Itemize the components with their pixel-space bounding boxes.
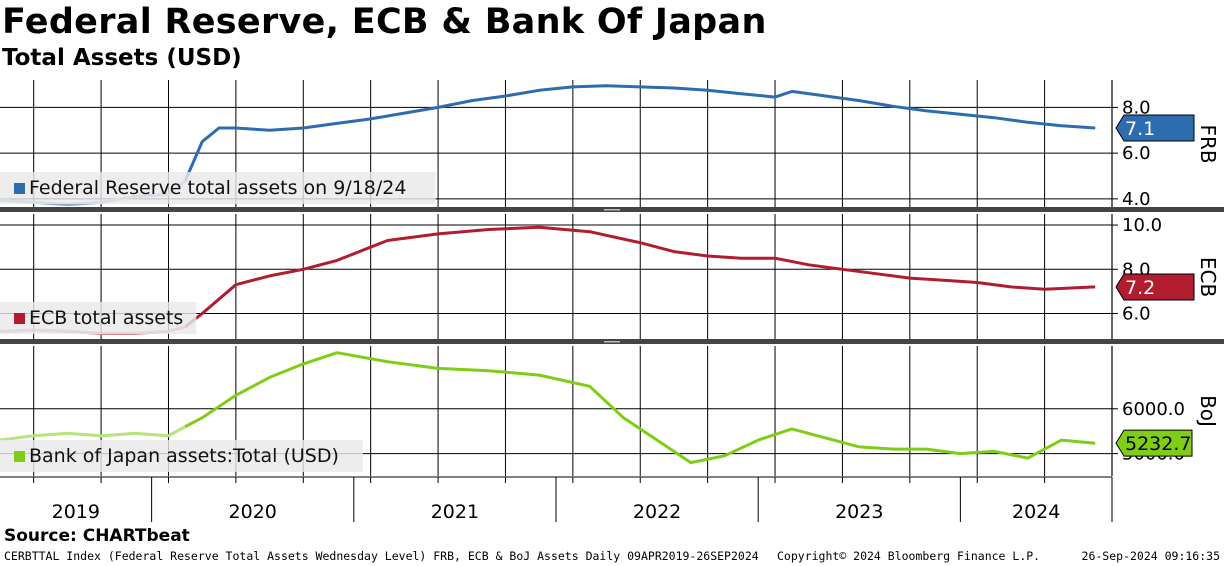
x-tick-label: 2019 <box>52 501 100 523</box>
panel-label: ECB <box>1196 257 1220 297</box>
last-value-tag <box>1115 429 1193 457</box>
legend-box <box>0 302 197 334</box>
x-tick-label: 2021 <box>431 501 479 523</box>
chart-subtitle: Total Assets (USD) <box>2 45 242 71</box>
source-note: Source: CHARTbeat <box>4 526 190 546</box>
panel-frb: 8.0 6.0 4.0 Federal Reserve total assets on… <box>0 80 1220 210</box>
y-tick-label: 6.0 <box>1122 303 1151 324</box>
y-tick-label: 6000.0 <box>1122 399 1185 420</box>
last-value-tag <box>1115 114 1195 142</box>
panel-label: BoJ <box>1196 395 1220 427</box>
legend-label: ECB total assets <box>29 307 183 329</box>
last-value-label: 7.1 <box>1125 118 1155 140</box>
legend-swatch <box>14 451 25 462</box>
x-tick-label: 2022 <box>633 501 681 523</box>
last-value-tag <box>1115 273 1195 301</box>
y-tick-label: 8.0 <box>1122 97 1151 118</box>
panel-label: FRB <box>1196 124 1220 163</box>
x-axis: 2019 2020 2021 2022 2023 2024 <box>0 476 1113 523</box>
panel-divider-handle <box>604 341 620 343</box>
legend-swatch <box>14 183 25 194</box>
footer-index-description: CERBTTAL Index (Federal Reserve Total As… <box>4 549 759 563</box>
last-value-label: 5232.7 <box>1125 433 1191 455</box>
footer-timestamp: 26-Sep-2024 09:16:35 <box>1081 549 1220 563</box>
chart-title: Federal Reserve, ECB & Bank Of Japan <box>2 2 767 42</box>
series-line-faded <box>0 425 187 442</box>
legend-box <box>0 440 363 472</box>
footer-copyright: Copyright© 2024 Bloomberg Finance L.P. <box>777 549 1041 563</box>
x-tick-label: 2020 <box>229 501 277 523</box>
panel-divider-handle <box>604 209 620 211</box>
legend-box <box>0 172 436 204</box>
last-value-label: 7.2 <box>1125 277 1155 299</box>
y-tick-label: 10.0 <box>1122 215 1162 236</box>
series-line-boj <box>0 351 1096 465</box>
x-tick-label: 2023 <box>835 501 883 523</box>
x-tick-label: 2024 <box>1012 501 1060 523</box>
legend-swatch <box>14 313 25 324</box>
legend-label: Bank of Japan assets:Total (USD) <box>29 445 339 467</box>
y-tick-label: 4.0 <box>1122 189 1151 210</box>
y-tick-label: 6.0 <box>1122 143 1151 164</box>
legend-label: Federal Reserve total assets on 9/18/24 <box>29 177 406 199</box>
